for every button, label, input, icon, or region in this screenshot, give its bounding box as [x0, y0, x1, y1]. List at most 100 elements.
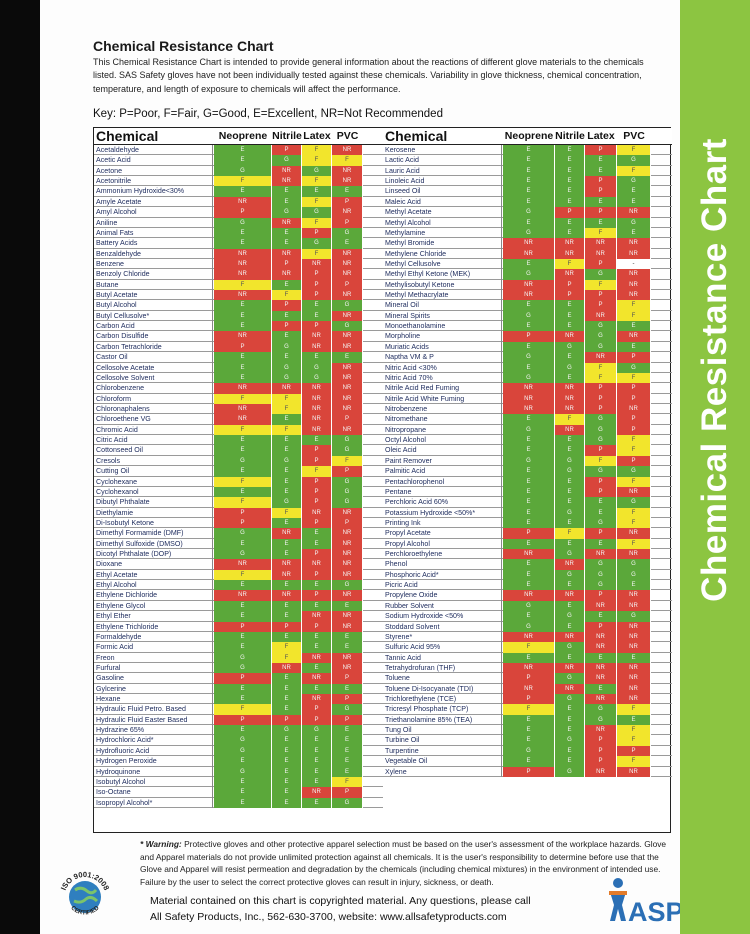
- nitrile-rating: E: [555, 704, 585, 715]
- pvc-rating: G: [332, 435, 363, 446]
- neoprene-rating: NR: [503, 683, 555, 695]
- chemical-name: Chloroform: [95, 393, 213, 404]
- latex-rating: NR: [585, 694, 617, 705]
- chemical-name: Methyl Acetate: [384, 207, 502, 218]
- chemical-name: Amyl Alcohol: [95, 207, 213, 218]
- latex-rating: G: [585, 704, 617, 715]
- table-row: Kerosene E E P F: [383, 145, 672, 156]
- chemical-name: Ammonium Hydroxide<30%: [95, 186, 213, 197]
- nitrile-rating: F: [272, 393, 302, 404]
- latex-rating: G: [302, 207, 332, 218]
- pvc-rating: F: [617, 300, 651, 311]
- pvc-rating: E: [617, 714, 651, 726]
- pvc-rating: NR: [617, 642, 651, 653]
- table-row: Carbon Disulfide NR E NR NR: [94, 331, 383, 342]
- nitrile-rating: NR: [272, 165, 302, 177]
- table-header: Chemical Neoprene Nitrile Latex PVC: [94, 128, 383, 145]
- chemical-name: Gylcerine: [95, 683, 213, 695]
- header-pvc: PVC: [336, 130, 359, 142]
- table-row: Muriatic Acids E G G E: [383, 341, 672, 353]
- chemical-name: Castor Oil: [95, 352, 213, 363]
- rows-right: Kerosene E E P F Lactic Acid E E E G Lauric Acid E E…: [383, 145, 672, 777]
- nitrile-rating: NR: [272, 269, 302, 280]
- nitrile-rating: E: [555, 538, 585, 550]
- nitrile-rating: E: [272, 414, 302, 425]
- neoprene-rating: NR: [503, 290, 555, 301]
- pvc-rating: E: [332, 631, 363, 643]
- neoprene-rating: G: [214, 528, 272, 539]
- neoprene-rating: G: [503, 745, 555, 757]
- table-row: Rubber Solvent G E NR NR: [383, 600, 672, 612]
- latex-rating: E: [302, 528, 332, 539]
- nitrile-rating: NR: [555, 424, 585, 436]
- neoprene-rating: G: [214, 662, 272, 674]
- pvc-rating: NR: [332, 528, 363, 539]
- chemical-name: Isopropyl Alcohol*: [95, 797, 213, 808]
- table-row: Styrene* NR NR NR NR: [383, 631, 672, 643]
- neoprene-rating: E: [503, 486, 555, 498]
- table-row: Benzene NR P NR NR: [94, 258, 383, 270]
- latex-rating: NR: [585, 600, 617, 612]
- latex-rating: E: [302, 735, 332, 746]
- chemical-name: Butyl Cellusolve*: [95, 310, 213, 322]
- table-row: Butyl Cellusolve* E E E NR: [94, 310, 383, 322]
- neoprene-rating: E: [214, 466, 272, 477]
- pvc-rating: NR: [332, 569, 363, 581]
- chemical-name: Oleic Acid: [384, 445, 502, 456]
- neoprene-rating: E: [214, 321, 272, 332]
- table-row: Hydrazine 65% E G G E: [94, 725, 383, 736]
- table-row: Isobutyl Alcohol E E E F: [94, 776, 383, 788]
- neoprene-rating: E: [503, 341, 555, 353]
- nitrile-rating: P: [555, 290, 585, 301]
- person-icon: [613, 878, 623, 888]
- chemical-name: Cellosolve Solvent: [95, 372, 213, 384]
- neoprene-rating: E: [214, 725, 272, 736]
- latex-rating: P: [302, 279, 332, 291]
- chemical-name: Nitrile Acid Red Fuming: [384, 383, 502, 394]
- chemical-name: Freon: [95, 652, 213, 663]
- table-row: Formic Acid E F E E: [94, 642, 383, 653]
- table-row: Turbine Oil E G P F: [383, 735, 672, 746]
- latex-rating: P: [585, 735, 617, 746]
- nitrile-rating: G: [555, 455, 585, 467]
- chemical-name: Ethyl Acetate: [95, 569, 213, 581]
- latex-rating: G: [585, 341, 617, 353]
- nitrile-rating: F: [555, 414, 585, 425]
- chemical-name: Iso-Octane: [95, 787, 213, 798]
- table-row: Isopropyl Alcohol* E E E G: [94, 797, 383, 808]
- latex-rating: NR: [302, 331, 332, 342]
- neoprene-rating: E: [503, 714, 555, 726]
- chemical-name: Sodium Hydroxide <50%: [384, 611, 502, 622]
- chemical-name: Cresols: [95, 455, 213, 467]
- latex-rating: NR: [302, 507, 332, 518]
- nitrile-rating: E: [272, 611, 302, 622]
- pvc-rating: P: [617, 352, 651, 363]
- latex-rating: P: [302, 486, 332, 498]
- chemical-name: Mineral Spirits: [384, 310, 502, 322]
- neoprene-rating: E: [503, 196, 555, 208]
- nitrile-rating: E: [555, 217, 585, 228]
- neoprene-rating: G: [214, 165, 272, 177]
- latex-rating: P: [585, 207, 617, 218]
- latex-rating: G: [585, 269, 617, 280]
- neoprene-rating: E: [503, 652, 555, 663]
- table-row: Acetone G NR G NR: [94, 165, 383, 177]
- neoprene-rating: G: [503, 269, 555, 280]
- nitrile-rating: E: [555, 600, 585, 612]
- table-row: Methyl Ethyl Ketone (MEK) G NR G NR: [383, 269, 672, 280]
- pvc-rating: E: [617, 321, 651, 332]
- nitrile-rating: E: [272, 279, 302, 291]
- chemical-name: Pentane: [384, 486, 502, 498]
- resistance-table: Chemical Neoprene Nitrile Latex PVC Acet…: [93, 127, 672, 833]
- nitrile-rating: E: [555, 756, 585, 767]
- pvc-rating: NR: [332, 310, 363, 322]
- nitrile-rating: NR: [272, 383, 302, 394]
- table-column-right: Chemical Neoprene Nitrile Latex PVC Kero…: [383, 128, 672, 832]
- table-row: Sodium Hydroxide <50% E G E G: [383, 611, 672, 622]
- latex-rating: E: [585, 155, 617, 166]
- pvc-rating: F: [332, 155, 363, 166]
- chemical-name: Chlorobenzene: [95, 383, 213, 394]
- table-row: Diethylamie P F NR NR: [94, 507, 383, 518]
- nitrile-rating: G: [555, 341, 585, 353]
- nitrile-rating: E: [555, 165, 585, 177]
